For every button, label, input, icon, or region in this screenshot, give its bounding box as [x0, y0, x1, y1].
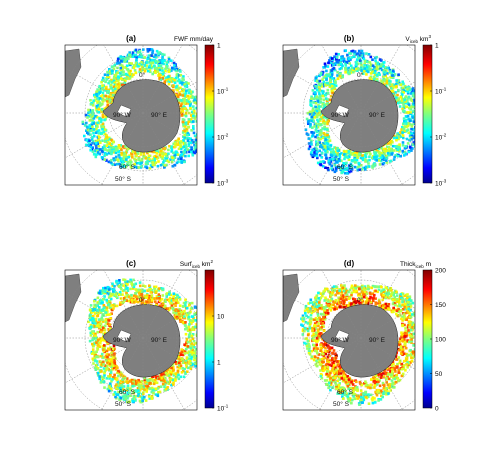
map-frame — [282, 269, 416, 411]
colorbar: Thickiceb m 200 150 100 50 0 — [400, 261, 446, 413]
map-panel-3: 0° 90° W 90° E 60° S 50° S (c) Surficeb km2 10 1… — [64, 259, 229, 413]
map-label: 50° S — [333, 400, 350, 408]
map-label: 90° W — [331, 336, 350, 344]
south-america-land — [65, 273, 82, 323]
map-label: 60° S — [337, 388, 354, 396]
map-frame — [64, 269, 198, 411]
map-label: 60° S — [119, 163, 136, 171]
south-america-land — [283, 273, 300, 323]
map-area — [283, 45, 415, 185]
panel-title: (a) — [126, 34, 136, 43]
graticule — [283, 270, 415, 410]
colorbar-title: Viceb km3 — [405, 34, 431, 44]
map-label: 90° E — [369, 336, 386, 344]
colorbar-scale — [204, 269, 215, 409]
map-label: 0° — [357, 71, 364, 79]
map-panel-4: 0° 90° W 90° E 60° S 50° S (d) Thickiceb m 200 1… — [282, 259, 446, 413]
colorbar-tick-label: 10-1 — [217, 87, 229, 96]
colorbar: Surficeb km2 10 1 10-1 — [180, 259, 229, 413]
map-area — [65, 270, 197, 410]
map-panel-2: 0° 90° W 90° E 60° S 50° S (b) Viceb km3 1 10-1 1… — [282, 34, 447, 188]
iceberg-field — [300, 284, 415, 406]
ice-shelf — [116, 329, 132, 343]
map-frame — [282, 44, 416, 186]
colorbar-tick-label: 1 — [435, 43, 439, 50]
colorbar-tick-label: 150 — [435, 302, 446, 309]
panel-title: (c) — [126, 259, 136, 268]
colorbar-tick-label: 10-1 — [217, 404, 229, 413]
colorbar-tick-label: 10-2 — [435, 133, 447, 142]
map-label: 0° — [357, 296, 364, 304]
map-label: 50° S — [115, 400, 132, 408]
map-label: 50° S — [333, 175, 350, 183]
graticule — [65, 270, 197, 410]
colorbar-scale — [422, 44, 433, 184]
ice-shelf — [116, 104, 132, 118]
colorbar-title: Thickiceb m — [400, 261, 431, 269]
colorbar-tick-label: 100 — [435, 337, 446, 344]
colorbar-tick-label: 1 — [217, 43, 221, 50]
map-frame — [64, 44, 198, 186]
map-label: 60° S — [337, 163, 354, 171]
map-label: 50° S — [115, 175, 132, 183]
colorbar-tick-label: 50 — [435, 371, 443, 378]
colorbar: Viceb km3 1 10-1 10-2 10-3 — [405, 34, 446, 188]
panel-title: (b) — [344, 34, 355, 43]
colorbar-tick-label: 200 — [435, 268, 446, 275]
colorbar-tick-label: 0 — [435, 406, 439, 413]
map-label: 90° W — [113, 111, 132, 119]
panel-title: (d) — [344, 259, 355, 268]
map-label: 0° — [139, 296, 146, 304]
colorbar-tick-label: 10-3 — [217, 179, 229, 188]
colorbar-tick-label: 10-2 — [217, 133, 229, 142]
graticule — [65, 45, 197, 185]
map-label: 90° W — [331, 111, 350, 119]
south-america-land — [65, 48, 82, 98]
colorbar-scale — [204, 44, 215, 184]
colorbar-title: Surficeb km2 — [180, 259, 214, 269]
south-america-land — [283, 48, 300, 98]
colorbar-title: FWF mm/day — [174, 36, 214, 43]
map-area — [65, 45, 197, 185]
colorbar-tick-label: 10-1 — [435, 87, 447, 96]
graticule — [283, 45, 415, 185]
map-label: 90° W — [113, 336, 132, 344]
colorbar-tick-label: 10 — [217, 314, 225, 321]
map-label: 60° S — [119, 388, 136, 396]
colorbar-tick-label: 10-3 — [435, 179, 447, 188]
map-label: 90° E — [151, 111, 168, 119]
map-label: 0° — [139, 71, 146, 79]
ice-shelf — [334, 104, 350, 118]
colorbar-tick-label: 1 — [217, 360, 221, 367]
map-label: 90° E — [369, 111, 386, 119]
ice-shelf — [334, 329, 350, 343]
map-area — [283, 270, 415, 410]
map-label: 90° E — [151, 336, 168, 344]
